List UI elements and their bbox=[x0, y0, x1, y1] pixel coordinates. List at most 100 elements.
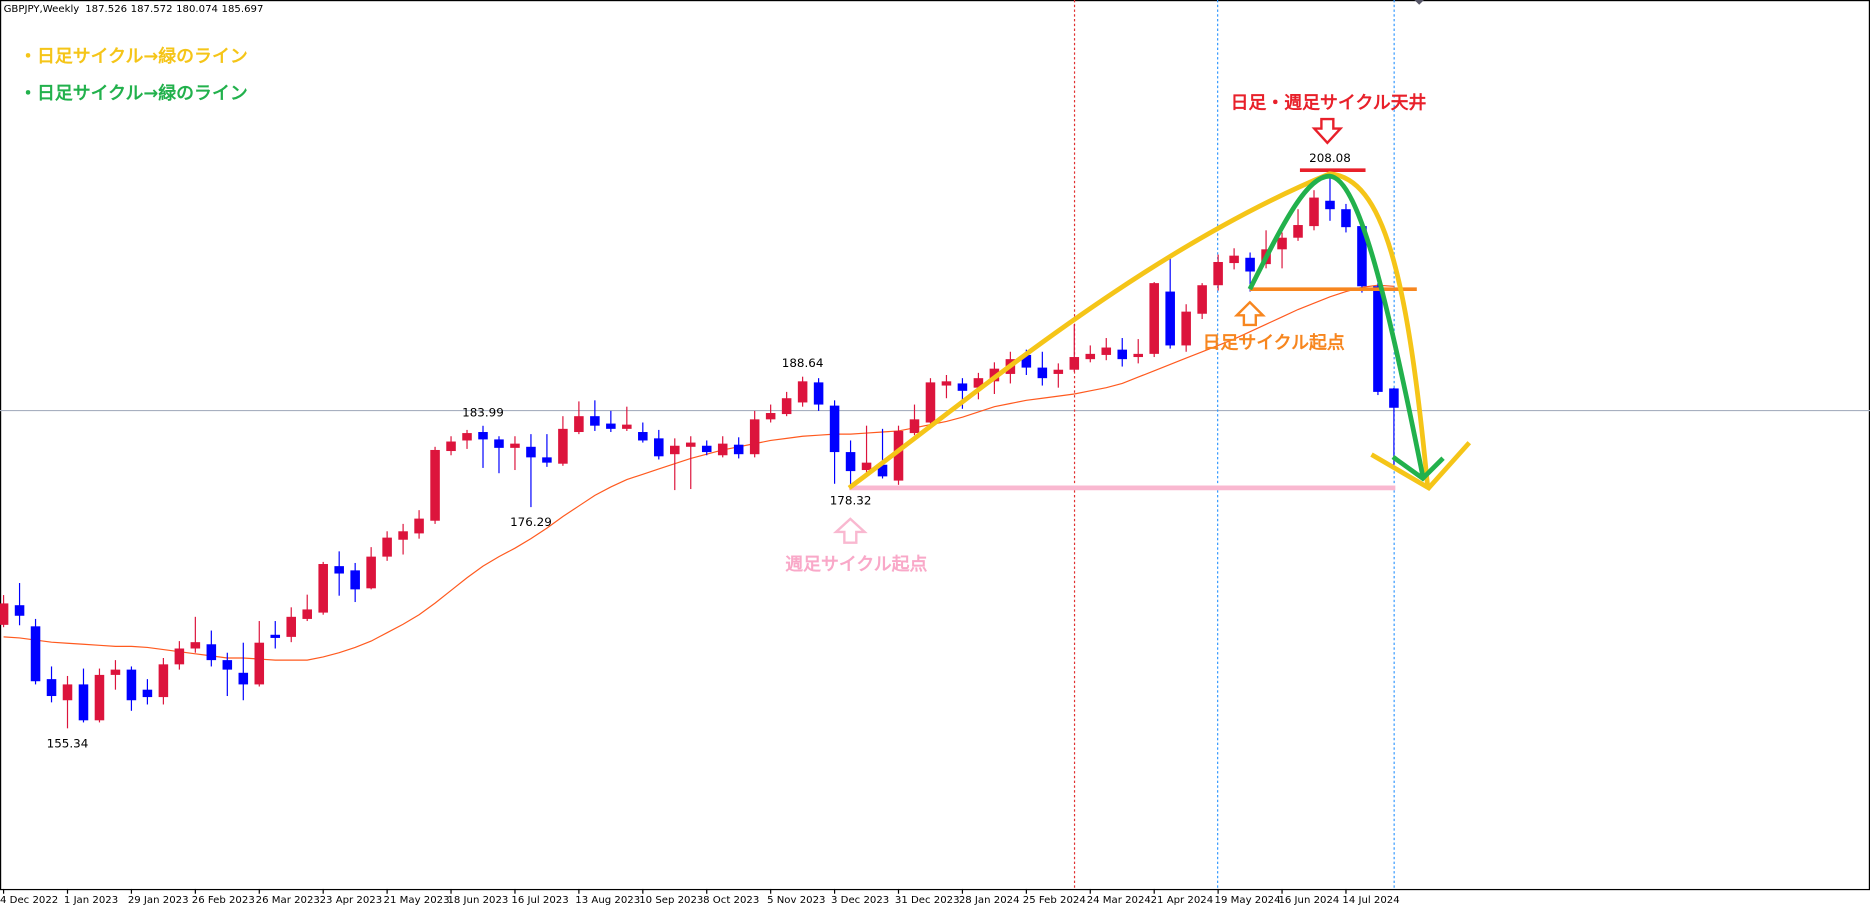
arrow-head bbox=[1370, 441, 1472, 491]
candle-body bbox=[638, 432, 648, 441]
x-tick-label: 5 Nov 2023 bbox=[767, 895, 825, 906]
candle-body bbox=[973, 378, 984, 388]
price-label: 178.32 bbox=[830, 494, 872, 508]
candle-body bbox=[749, 419, 760, 455]
candle-body bbox=[925, 382, 936, 423]
candle-body bbox=[1133, 353, 1143, 358]
candle-body bbox=[797, 381, 808, 403]
candle-body bbox=[1069, 357, 1080, 370]
candle-body bbox=[670, 445, 680, 455]
header-close: 185.697 bbox=[222, 4, 264, 15]
x-tick-label: 26 Feb 2023 bbox=[192, 895, 255, 906]
candle-body bbox=[462, 433, 472, 441]
x-tick-label: 28 Jan 2024 bbox=[959, 895, 1020, 906]
daily-cycle-curve bbox=[1247, 173, 1426, 477]
x-tick-label: 23 Apr 2023 bbox=[320, 895, 383, 906]
candle-body bbox=[238, 672, 249, 685]
candle-body bbox=[494, 439, 504, 448]
candle-body bbox=[430, 449, 440, 521]
annotation: ・日足サイクル→緑のライン bbox=[19, 82, 248, 104]
x-tick-label: 21 May 2023 bbox=[384, 895, 450, 906]
up-arrow bbox=[832, 517, 868, 544]
candle-body bbox=[46, 679, 57, 697]
candle-body bbox=[654, 438, 664, 457]
x-tick-label: 14 Jul 2024 bbox=[1342, 895, 1399, 906]
candle-body bbox=[1101, 347, 1112, 355]
header-low: 180.074 bbox=[176, 4, 218, 15]
candle-body bbox=[685, 442, 696, 447]
candle-body bbox=[1053, 369, 1064, 374]
candle-body bbox=[398, 531, 408, 540]
candle-body bbox=[446, 441, 456, 452]
candle-body bbox=[206, 644, 217, 661]
header-open: 187.526 bbox=[85, 4, 127, 15]
candle-body bbox=[478, 432, 488, 440]
candle-body bbox=[270, 634, 281, 638]
x-tick-label: 31 Dec 2023 bbox=[895, 895, 960, 906]
candle-body bbox=[254, 642, 265, 685]
candle-body bbox=[510, 443, 520, 448]
candle-body bbox=[382, 537, 392, 557]
candle-body bbox=[1197, 285, 1207, 314]
price-label: 183.99 bbox=[462, 405, 504, 419]
candle-body bbox=[222, 660, 233, 670]
candle-body bbox=[1229, 255, 1239, 264]
x-tick-label: 13 Aug 2023 bbox=[575, 895, 640, 906]
price-label: 188.64 bbox=[782, 356, 824, 370]
candle-body bbox=[877, 464, 888, 477]
up-arrow bbox=[1233, 300, 1266, 327]
candle-body bbox=[1037, 367, 1048, 379]
candle-body bbox=[30, 626, 41, 682]
candle-body bbox=[1245, 257, 1255, 272]
moving-average bbox=[3, 284, 1394, 661]
candle-body bbox=[318, 564, 328, 613]
candle-body bbox=[1293, 225, 1303, 238]
candle-body bbox=[606, 423, 616, 429]
symbol: GBPJPY,Weekly bbox=[4, 4, 80, 15]
candle-body bbox=[110, 669, 121, 675]
annotation: 日足サイクル起点 bbox=[1203, 332, 1345, 354]
series-layer bbox=[0, 171, 1399, 729]
candle-body bbox=[701, 445, 712, 453]
candle-body bbox=[190, 642, 201, 649]
candle-body bbox=[717, 443, 728, 456]
candle-body bbox=[1341, 209, 1351, 228]
candle-body bbox=[1085, 353, 1096, 360]
header-high: 187.572 bbox=[131, 4, 173, 15]
price-label: 155.34 bbox=[47, 736, 89, 750]
x-tick-label: 24 Mar 2024 bbox=[1087, 895, 1151, 906]
candle-body bbox=[1277, 237, 1287, 250]
x-tick-label: 29 Jan 2023 bbox=[128, 895, 189, 906]
x-tick-label: 18 Jun 2023 bbox=[447, 895, 508, 906]
x-tick-label: 26 Mar 2023 bbox=[256, 895, 320, 906]
candle-body bbox=[302, 609, 312, 619]
arrow-head bbox=[1391, 455, 1445, 482]
chart-header: GBPJPY,Weekly 187.526 187.572 180.074 185.69… bbox=[4, 4, 264, 15]
candle-body bbox=[542, 457, 552, 463]
candle-body bbox=[829, 405, 840, 453]
x-tick-label: 4 Dec 2022 bbox=[0, 895, 58, 906]
scroll-marker bbox=[1414, 0, 1424, 5]
weekly-cycle-curve bbox=[847, 171, 1430, 490]
candle-body bbox=[733, 444, 744, 455]
candle-body bbox=[1309, 197, 1319, 227]
x-tick-label: 19 May 2024 bbox=[1215, 895, 1281, 906]
candle-body bbox=[1325, 200, 1335, 210]
x-tick-label: 1 Jan 2023 bbox=[64, 895, 118, 906]
candle-body bbox=[957, 383, 968, 391]
x-tick-label: 16 Jul 2023 bbox=[511, 895, 568, 906]
candle-body bbox=[1165, 291, 1175, 346]
candle-body bbox=[1373, 286, 1383, 392]
price-label: 176.29 bbox=[510, 515, 552, 529]
candle-body bbox=[0, 603, 9, 625]
x-tick-label: 8 Oct 2023 bbox=[703, 895, 759, 906]
candle-body bbox=[813, 382, 824, 405]
candle-body bbox=[941, 381, 952, 386]
x-tick-label: 21 Apr 2024 bbox=[1151, 895, 1214, 906]
candle-body bbox=[1149, 283, 1159, 354]
x-tick-label: 3 Dec 2023 bbox=[831, 895, 889, 906]
annotation: ・日足サイクル→緑のライン bbox=[19, 45, 248, 67]
candle-body bbox=[78, 684, 89, 721]
candle-body bbox=[142, 689, 153, 698]
